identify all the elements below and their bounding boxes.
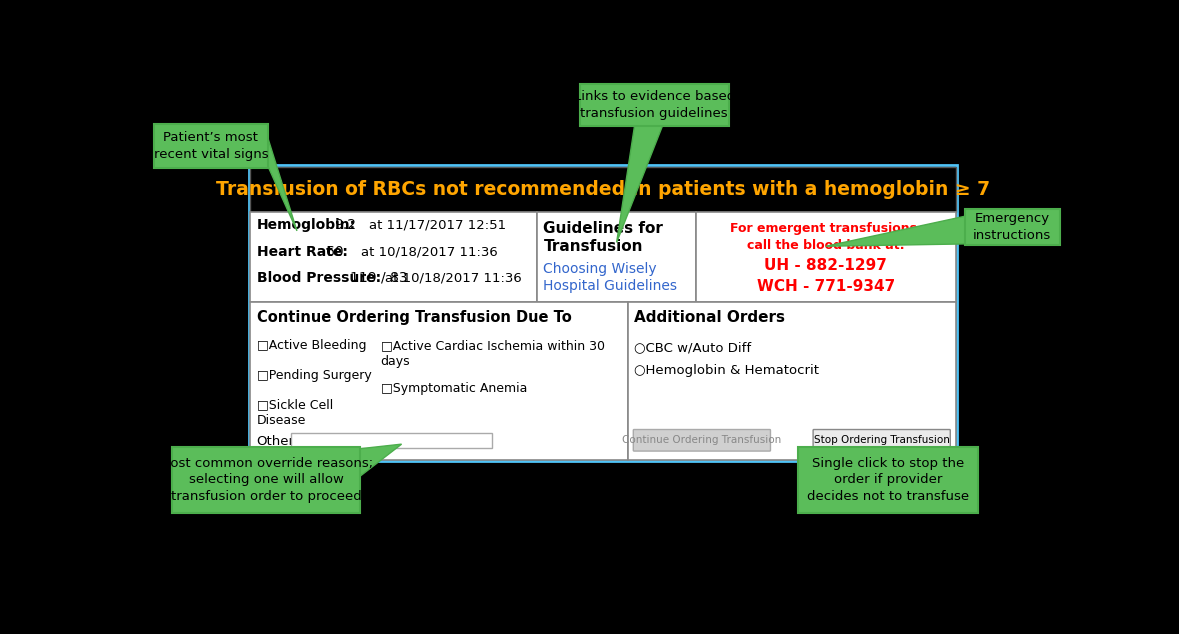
FancyBboxPatch shape [696,212,956,302]
Text: For emergent transfusions,
call the blood bank at:: For emergent transfusions, call the bloo… [730,223,922,252]
Polygon shape [269,139,297,231]
Text: 60: 60 [327,245,344,259]
Text: Guidelines for
Transfusion: Guidelines for Transfusion [544,221,664,254]
Text: Continue Ordering Transfusion Due To: Continue Ordering Transfusion Due To [257,310,572,325]
Text: Stop Ordering Transfusion: Stop Ordering Transfusion [814,436,949,445]
FancyBboxPatch shape [291,432,493,448]
FancyBboxPatch shape [250,212,538,302]
Text: Most common override reasons;
selecting one will allow
transfusion order to proc: Most common override reasons; selecting … [159,457,373,503]
FancyBboxPatch shape [628,302,956,460]
FancyBboxPatch shape [580,84,729,126]
Text: Transfusion of RBCs not recommended in patients with a hemoglobin ≥ 7: Transfusion of RBCs not recommended in p… [216,180,990,199]
FancyBboxPatch shape [250,167,956,212]
Text: Choosing Wisely: Choosing Wisely [544,262,657,276]
Text: Hospital Guidelines: Hospital Guidelines [544,278,678,292]
Text: at 11/17/2017 12:51: at 11/17/2017 12:51 [369,219,506,232]
Text: Patient’s most
recent vital signs: Patient’s most recent vital signs [153,131,269,161]
Text: Additional Orders: Additional Orders [634,310,785,325]
FancyBboxPatch shape [633,429,770,451]
Text: □Active Cardiac Ischemia within 30
days: □Active Cardiac Ischemia within 30 days [381,339,605,368]
Text: ○Hemoglobin & Hematocrit: ○Hemoglobin & Hematocrit [634,364,819,377]
Text: □Symptomatic Anemia: □Symptomatic Anemia [381,382,527,395]
Text: □Pending Surgery: □Pending Surgery [257,369,371,382]
Text: Other:: Other: [257,435,298,448]
FancyBboxPatch shape [153,124,269,169]
Text: Hemoglobin:: Hemoglobin: [257,219,356,233]
Text: Heart Rate:: Heart Rate: [257,245,348,259]
Text: ○CBC w/Auto Diff: ○CBC w/Auto Diff [634,341,751,354]
FancyBboxPatch shape [964,209,1060,245]
Polygon shape [360,444,402,477]
FancyBboxPatch shape [814,429,950,451]
Text: at 10/18/2017 11:36: at 10/18/2017 11:36 [384,271,521,284]
FancyBboxPatch shape [538,212,696,302]
Text: UH - 882-1297: UH - 882-1297 [764,258,888,273]
Text: WCH - 771-9347: WCH - 771-9347 [757,280,895,294]
Text: Blood Pressure:: Blood Pressure: [257,271,381,285]
Text: Continue Ordering Transfusion: Continue Ordering Transfusion [623,436,782,445]
FancyBboxPatch shape [798,447,979,513]
Text: □Active Bleeding: □Active Bleeding [257,339,367,353]
Text: □Sickle Cell
Disease: □Sickle Cell Disease [257,398,332,427]
Polygon shape [825,216,964,246]
Text: 9.2: 9.2 [334,219,356,233]
Text: at 10/18/2017 11:36: at 10/18/2017 11:36 [361,245,498,258]
Text: Links to evidence based
transfusion guidelines: Links to evidence based transfusion guid… [574,90,735,120]
Polygon shape [863,447,891,461]
Text: Single click to stop the
order if provider
decides not to transfuse: Single click to stop the order if provid… [808,457,969,503]
Text: 119 / 83: 119 / 83 [350,271,407,285]
Polygon shape [617,126,663,242]
FancyBboxPatch shape [172,447,360,513]
FancyBboxPatch shape [250,302,628,460]
Text: Emergency
instructions: Emergency instructions [973,212,1052,242]
